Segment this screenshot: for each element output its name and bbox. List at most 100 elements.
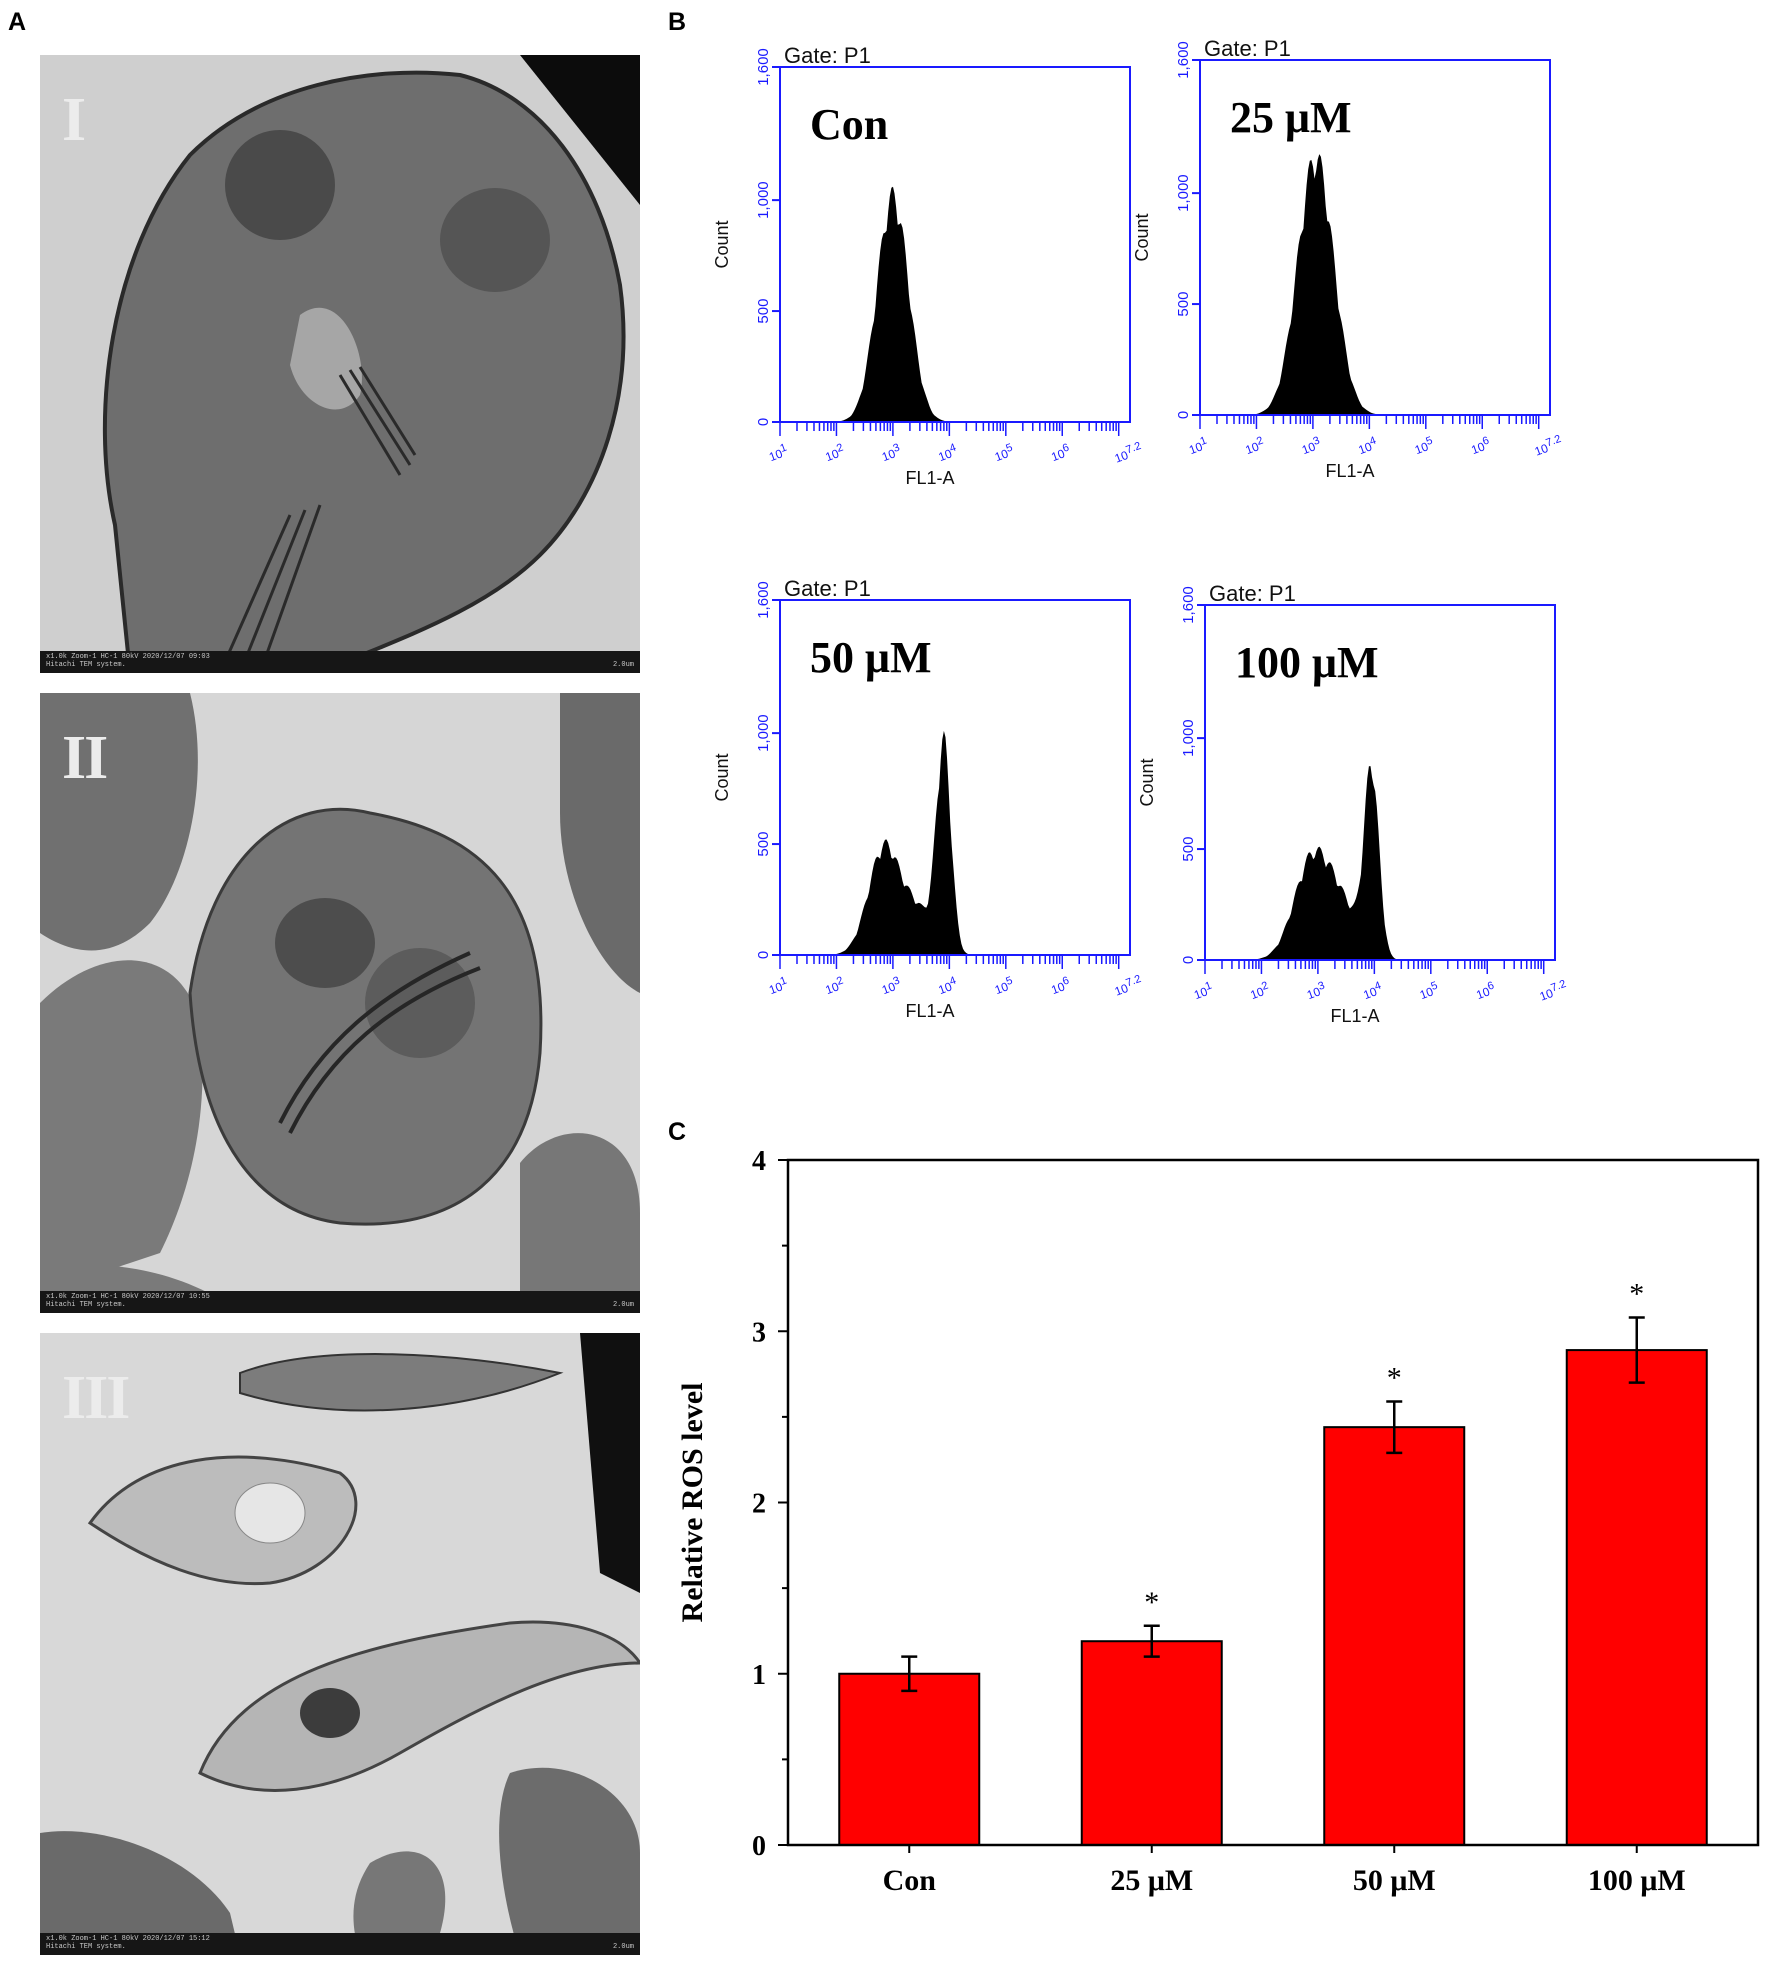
tem-image-high-dose: III x1.0k Zoom-1 HC-1 80kV 2020/12/07 15… [40, 1333, 640, 1955]
histogram-distribution [780, 730, 1130, 955]
x-tick-label: 105 [992, 975, 1016, 998]
plot-frame [786, 1158, 1760, 1847]
y-tick-label: 1,000 [1180, 719, 1197, 757]
plot-frame [779, 599, 1131, 956]
gate-label: Gate: P1 [784, 43, 871, 68]
x-tick-label: 25 μM [1110, 1864, 1193, 1897]
y-tick-label: 500 [755, 832, 772, 857]
y-tick-label: 0 [755, 951, 772, 959]
x-tick-label: 106 [1473, 980, 1497, 1003]
x-tick-label: 103 [879, 975, 903, 998]
x-tick-label: 103 [1299, 435, 1323, 458]
x-tick-label: 104 [1360, 980, 1384, 1003]
plot-frame [1204, 604, 1556, 961]
histogram-panel-3: 0 500 1,000 1,600 101 102 103 104 105 106 107.2 Gat… [712, 576, 1145, 1021]
y-tick-label: 500 [755, 299, 772, 324]
x-axis-label: FL1-A [1330, 1006, 1379, 1026]
ros-bar-chart: Con * 25 μM * 50 μM * 100 μM 0 1 2 3 4 Relative ROS … [680, 1146, 1760, 1897]
x-tick-label: 105 [1417, 980, 1441, 1003]
tem-numeral: I [62, 86, 86, 154]
x-axis-label: FL1-A [905, 468, 954, 488]
tem-numeral: III [62, 1364, 130, 1432]
x-axis-label: FL1-A [905, 1001, 954, 1021]
gate-label: Gate: P1 [1204, 36, 1291, 61]
y-tick-label: 1 [752, 1660, 766, 1691]
histogram-panel-2: 0 500 1,000 1,600 101 102 103 104 105 106 107.2 Gat… [1132, 36, 1565, 481]
significance-marker: * [1144, 1586, 1159, 1619]
x-tick-label: 105 [1412, 435, 1436, 458]
bar-1 [838, 1672, 981, 1846]
y-tick-label: 0 [755, 418, 772, 426]
y-axis-label: Count [712, 753, 732, 801]
y-axis-label: Relative ROS level [680, 1383, 709, 1623]
x-tick-label: 103 [1304, 980, 1328, 1003]
bar-3 [1323, 1426, 1466, 1846]
y-tick-label: 3 [752, 1317, 766, 1348]
y-tick-label: 1,600 [1175, 41, 1192, 79]
y-tick-label: 2 [752, 1489, 766, 1520]
tem-numeral: II [62, 724, 108, 792]
histogram-panel-4: 0 500 1,000 1,600 101 102 103 104 105 106 107.2 Gat… [1137, 581, 1570, 1026]
x-tick-label: 107.2 [1537, 978, 1570, 1004]
y-tick-label: 0 [1175, 411, 1192, 419]
tem-image-control: I x1.0k Zoom-1 HC-1 80kV 2020/12/07 09:0… [40, 55, 640, 673]
tem-caption: x1.0k Zoom-1 HC-1 80kV 2020/12/07 10:55 … [46, 1293, 210, 1309]
x-tick-label: 101 [1191, 980, 1215, 1003]
y-axis-label: Count [1132, 213, 1152, 261]
y-tick-label: 1,000 [755, 181, 772, 219]
x-tick-label: 107.2 [1112, 440, 1145, 466]
histogram-panel-1: 0 500 1,000 1,600 101 102 103 104 105 106 107.2 Gat… [712, 43, 1145, 488]
x-tick-label: 102 [1243, 435, 1267, 458]
x-axis-label: FL1-A [1325, 461, 1374, 481]
x-tick-label: 106 [1468, 435, 1492, 458]
x-tick-label: 104 [1355, 435, 1379, 458]
y-axis-label: Count [1137, 758, 1157, 806]
plot-frame [779, 66, 1131, 423]
tem-scale: 2.0um [612, 1301, 634, 1309]
treatment-label: 100 μM [1235, 638, 1378, 687]
tem-caption: x1.0k Zoom-1 HC-1 80kV 2020/12/07 09:03 … [46, 653, 210, 669]
gate-label: Gate: P1 [1209, 581, 1296, 606]
tem-picture [40, 55, 640, 673]
tem-caption-strip: x1.0k Zoom-1 HC-1 80kV 2020/12/07 15:12 … [40, 1933, 640, 1955]
y-tick-label: 500 [1180, 837, 1197, 862]
x-tick-label: 105 [992, 442, 1016, 465]
x-tick-label: 106 [1048, 975, 1072, 998]
panel-label-b: B [668, 8, 687, 36]
x-tick-label: 100 μM [1588, 1864, 1686, 1897]
tem-picture [40, 693, 640, 1313]
bar-4 [1565, 1349, 1708, 1846]
y-tick-label: 1,600 [1180, 586, 1197, 624]
tem-caption-strip: x1.0k Zoom-1 HC-1 80kV 2020/12/07 09:03 … [40, 651, 640, 673]
significance-marker: * [1387, 1361, 1402, 1394]
bar-2 [1080, 1640, 1223, 1847]
tem-caption-strip: x1.0k Zoom-1 HC-1 80kV 2020/12/07 10:55 … [40, 1291, 640, 1313]
y-tick-label: 0 [752, 1831, 766, 1862]
tem-caption: x1.0k Zoom-1 HC-1 80kV 2020/12/07 15:12 … [46, 1935, 210, 1951]
x-tick-label: 50 μM [1353, 1864, 1436, 1897]
histogram-distribution [1200, 154, 1550, 415]
y-tick-label: 500 [1175, 292, 1192, 317]
flow-cytometry-histograms: 0 500 1,000 1,600 101 102 103 104 105 106 107.2 Gat… [712, 36, 1570, 1026]
x-tick-label: 101 [766, 975, 790, 998]
plot-frame [1199, 59, 1551, 416]
x-tick-label: 102 [823, 442, 847, 465]
x-tick-label: 102 [1248, 980, 1272, 1003]
y-tick-label: 1,600 [755, 581, 772, 619]
x-tick-label: 106 [1048, 442, 1072, 465]
x-tick-label: 101 [766, 442, 790, 465]
tem-scale: 2.0um [612, 1943, 634, 1951]
y-axis-label: Count [712, 220, 732, 268]
y-tick-label: 1,600 [755, 48, 772, 86]
x-tick-label: 107.2 [1532, 433, 1565, 459]
x-tick-label: 102 [823, 975, 847, 998]
tem-scale: 2.0um [612, 661, 634, 669]
panel-label-a: A [8, 8, 27, 36]
treatment-label: Con [810, 100, 888, 149]
x-tick-label: 104 [935, 975, 959, 998]
x-tick-label: 107.2 [1112, 973, 1145, 999]
x-tick-label: 101 [1186, 435, 1210, 458]
y-tick-label: 1,000 [1175, 174, 1192, 212]
tem-picture [40, 1333, 640, 1955]
histogram-distribution [780, 186, 1130, 422]
